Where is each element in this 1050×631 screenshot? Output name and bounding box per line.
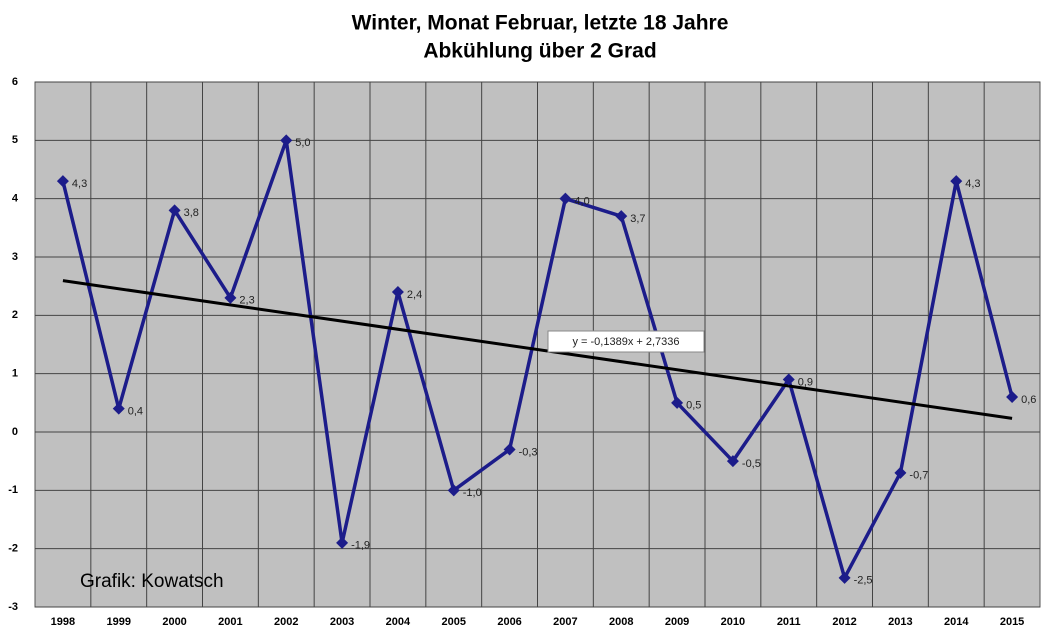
y-tick-label: 0 [12,426,18,438]
data-marker [1006,391,1019,403]
data-marker [280,134,293,147]
data-marker [894,466,907,479]
x-tick-label: 2007 [553,616,577,628]
chart-title: Winter, Monat Februar, letzte 18 Jahre [352,12,729,35]
data-label: -0,7 [909,470,928,482]
data-marker [782,373,795,386]
data-marker [503,443,516,456]
x-tick-label: 2001 [218,616,242,628]
trendline [62,279,1013,420]
data-marker [559,192,572,205]
x-tick-label: 1999 [107,616,131,628]
data-marker [224,291,237,304]
trend-label: y = -0,1389x + 2,7336 [572,336,679,348]
x-tick-label: 2000 [162,616,186,628]
data-marker [168,204,181,217]
x-tick-label: 2015 [1000,616,1024,628]
x-tick-label: 2010 [721,616,745,628]
x-tick-label: 2003 [330,616,354,628]
x-tick-label: 2011 [777,616,801,628]
data-label: 2,4 [407,289,422,301]
x-tick-label: 2013 [888,616,912,628]
data-marker [391,286,404,298]
y-tick-label: 2 [12,309,18,321]
data-marker [950,175,963,188]
x-tick-label: 1998 [51,616,75,628]
data-marker [615,210,628,223]
x-tick-label: 2004 [386,616,411,628]
x-tick-label: 2005 [442,616,466,628]
data-marker [112,402,125,415]
x-tick-label: 2006 [497,616,521,628]
data-marker [726,455,739,468]
y-tick-label: -3 [8,601,18,613]
data-label: 4,3 [72,178,87,190]
data-marker [56,175,69,188]
data-label: -1,9 [351,540,370,552]
data-line [61,138,1014,580]
annotation: Grafik: Kowatsch [80,571,224,592]
data-marker [838,571,851,584]
y-tick-label: 1 [12,368,18,380]
x-tick-label: 2012 [832,616,856,628]
data-marker [671,396,684,409]
data-label: -0,5 [742,458,761,470]
data-label: 0,5 [686,400,701,412]
chart-subtitle: Abkühlung über 2 Grad [423,40,656,63]
data-label: 3,7 [630,213,645,225]
trend-label-box [547,330,705,353]
data-label: -2,5 [854,575,873,587]
data-label: -1,0 [463,487,482,499]
x-tick-label: 2008 [609,616,633,628]
data-label: 5,0 [295,137,310,149]
y-tick-label: 6 [12,76,18,88]
x-tick-label: 2014 [944,616,969,628]
data-label: 4,0 [574,196,589,208]
data-label: 4,3 [965,178,980,190]
data-marker [336,536,349,549]
y-tick-label: 4 [12,193,19,205]
y-tick-label: -2 [8,543,18,555]
data-label: 2,3 [239,295,254,307]
data-label: -0,3 [519,446,538,458]
x-tick-label: 2002 [274,616,298,628]
data-label: 0,9 [798,376,813,388]
data-label: 3,8 [184,207,199,219]
y-tick-label: 3 [12,251,18,263]
y-tick-label: -1 [8,484,18,496]
data-marker [447,484,460,497]
data-label: 0,6 [1021,394,1036,406]
y-tick-label: 5 [12,134,18,146]
x-tick-label: 2009 [665,616,689,628]
data-label: 0,4 [128,406,143,418]
